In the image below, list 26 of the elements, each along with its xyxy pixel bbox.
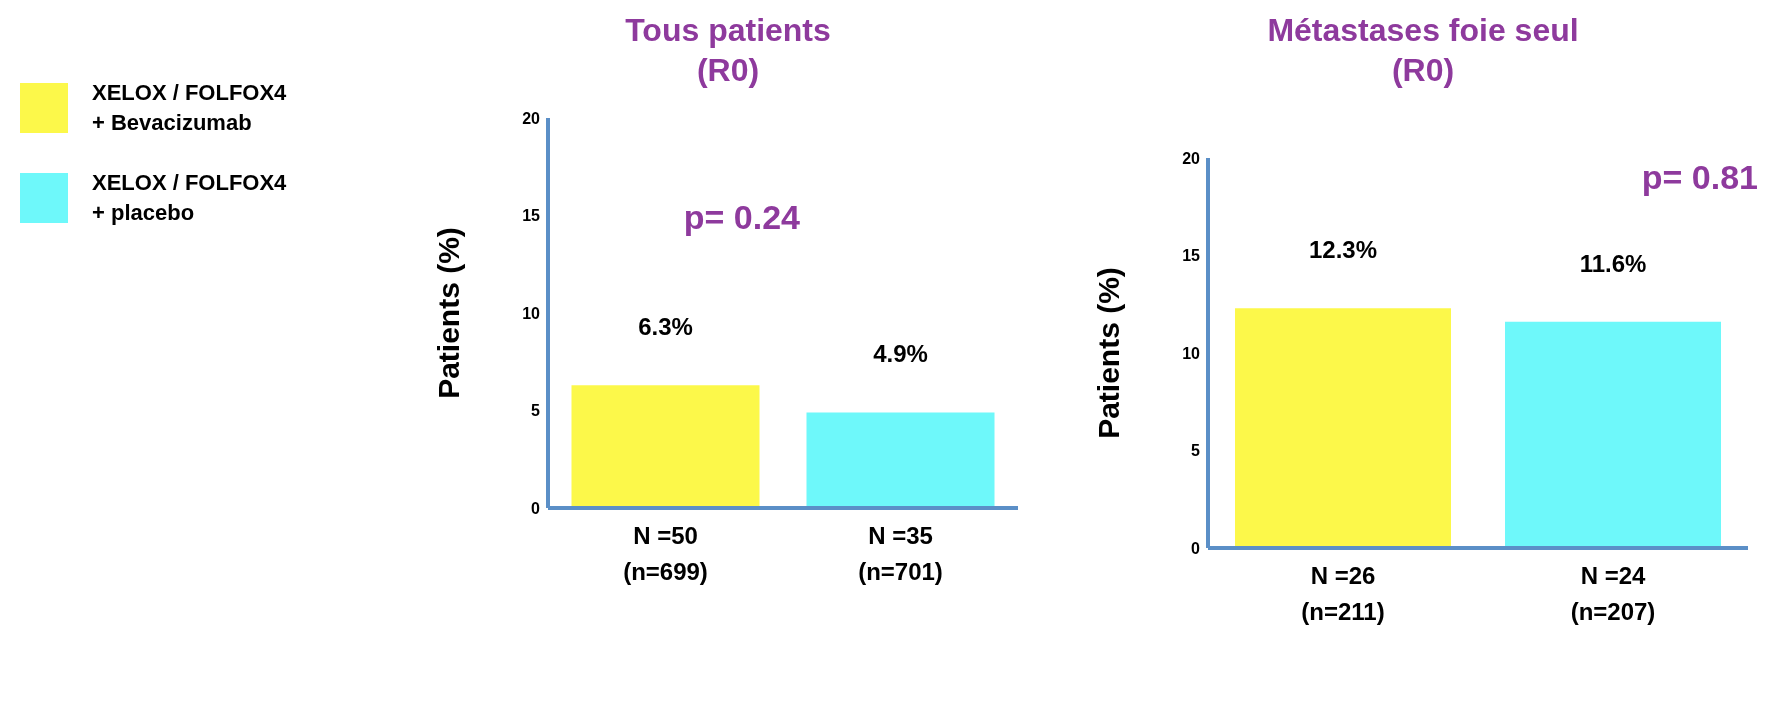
x-tick-label: N =50 (n=699) [623, 522, 708, 585]
x-tick-label: N =35 (n=701) [858, 522, 943, 585]
chart-title: Tous patients (R0) [624, 11, 832, 90]
legend-label: XELOX / FOLFOX4 + placebo [92, 169, 287, 227]
y-tick-label: 10 [1182, 344, 1201, 362]
y-tick-label: 5 [1191, 442, 1201, 460]
y-tick-label: 10 [522, 304, 541, 322]
y-axis-title: Patients (%) [1091, 267, 1125, 439]
data-label: 12.3% [1308, 236, 1378, 264]
y-tick-label: 0 [531, 499, 541, 517]
data-label: 11.6% [1579, 249, 1647, 277]
y-tick-label: 20 [522, 109, 541, 127]
data-label: 4.9% [873, 340, 928, 368]
y-tick-label: 5 [531, 402, 541, 420]
y-tick-label: 15 [522, 207, 541, 225]
annotation: p= 0.24 [683, 198, 800, 237]
data-label: 6.3% [638, 313, 693, 341]
y-tick-label: 0 [1191, 539, 1201, 557]
legend-label: XELOX / FOLFOX4 + Bevacizumab [92, 79, 287, 137]
y-tick-label: 20 [1182, 149, 1201, 167]
chart-title: Métastases foie seul (R0) [1266, 11, 1580, 90]
annotation: p= 0.81 [1641, 158, 1758, 197]
y-tick-label: 15 [1182, 247, 1201, 265]
x-tick-label: N =24 (n=207) [1570, 562, 1656, 625]
x-tick-label: N =26 (n=211) [1301, 562, 1385, 625]
y-axis-title: Patients (%) [431, 227, 465, 399]
